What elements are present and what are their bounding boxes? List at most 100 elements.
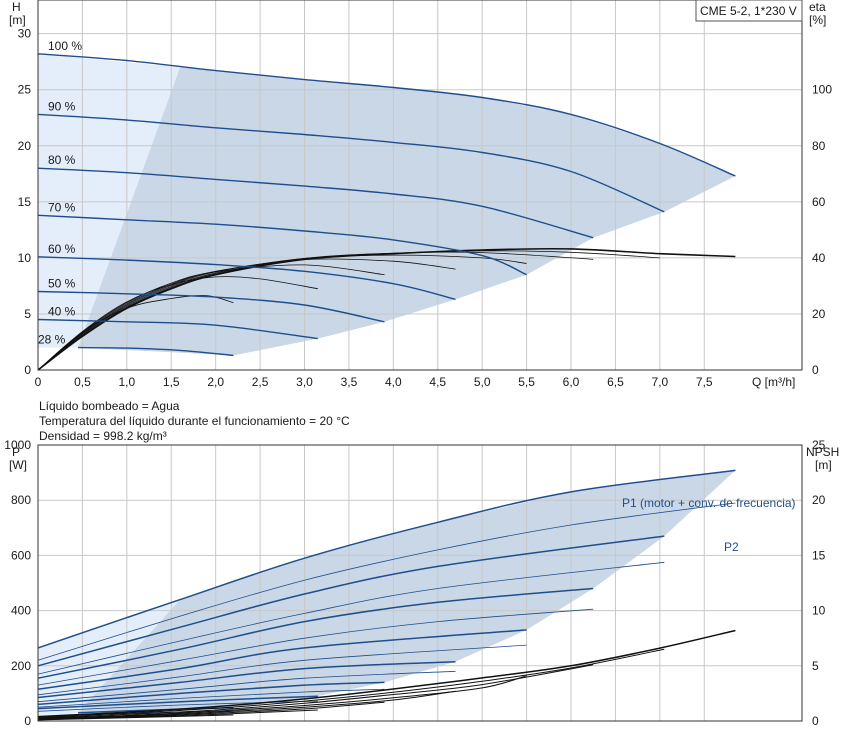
p2-curve xyxy=(37,608,594,686)
top-x-tick-label: 1,5 xyxy=(163,375,180,389)
p1-curve xyxy=(37,695,318,710)
head-curve xyxy=(37,167,594,239)
top-ylabel: H xyxy=(12,0,21,14)
npsh-curve xyxy=(37,648,665,718)
p1-curve xyxy=(37,469,736,649)
bottom-y2-tick-label: 0 xyxy=(812,714,819,728)
head-curve-label: 60 % xyxy=(48,242,76,256)
top-x-tick-labels: 0 0,5 1,0 1,5 2,0 2,5 3,0 3,5 4,0 4,5 5,0 5,5 6,0 6,5… xyxy=(35,375,713,389)
top-y-tick-label: 5 xyxy=(24,307,31,321)
bottom-y2-tick-label: 20 xyxy=(812,493,826,507)
top-y2-tick-labels: 0 20 40 60 80 100 xyxy=(812,83,832,377)
npsh-curve xyxy=(37,629,736,718)
head-curve-label: 90 % xyxy=(48,99,76,113)
bottom-npsh-curves xyxy=(37,629,736,721)
top-chart: 0 0,5 1,0 1,5 2,0 2,5 3,0 3,5 4,0 4,5 5,0 5,5 6,0 6,5… xyxy=(9,0,832,389)
p2-curve xyxy=(37,561,665,675)
bottom-ylabel-unit: [W] xyxy=(9,458,27,472)
bottom-y-tick-label: 600 xyxy=(11,548,31,562)
bottom-plot-frame xyxy=(37,444,803,722)
bottom-y-tick-label: 1000 xyxy=(4,438,31,452)
top-x-tick-label: 3,5 xyxy=(341,375,358,389)
top-y2-tick-label: 80 xyxy=(812,139,826,153)
top-plot-frame xyxy=(37,0,803,371)
top-x-tick-label: 0,5 xyxy=(74,375,91,389)
top-x-tick-label: 7,5 xyxy=(696,375,713,389)
top-y2-tick-label: 20 xyxy=(812,307,826,321)
top-y-tick-label: 20 xyxy=(18,139,32,153)
bottom-y-tick-label: 200 xyxy=(11,659,31,673)
top-y-tick-label: 0 xyxy=(24,363,31,377)
top-x-tick-label: 7,0 xyxy=(652,375,669,389)
note-density: Densidad = 998.2 kg/m³ xyxy=(39,429,167,443)
top-x-tick-label: 6,5 xyxy=(607,375,624,389)
top-x-tick-label: 5,5 xyxy=(518,375,535,389)
bottom-y-tick-labels: 0 200 400 600 800 1000 xyxy=(4,438,31,728)
top-dark-area xyxy=(77,67,736,356)
top-y-tick-label: 10 xyxy=(18,251,32,265)
top-y-tick-label: 15 xyxy=(18,195,32,209)
p1-annotation: P1 (motor + conv. de frecuencia) xyxy=(622,496,796,510)
bottom-y2-tick-label: 10 xyxy=(812,604,826,618)
top-y2-tick-label: 100 xyxy=(812,83,832,97)
top-x-tick-label: 6,0 xyxy=(563,375,580,389)
p2-curve xyxy=(37,502,736,661)
head-curve-label: 70 % xyxy=(48,200,76,214)
p2-curve xyxy=(37,644,527,696)
bottom-y2label: NPSH xyxy=(806,445,839,459)
bottom-y-tick-label: 800 xyxy=(11,493,31,507)
efficiency-curve xyxy=(37,251,594,371)
p2-annotation: P2 xyxy=(724,540,739,554)
top-operating-area xyxy=(38,53,736,356)
top-y2-tick-label: 60 xyxy=(812,195,826,209)
top-y-tick-label: 30 xyxy=(18,27,32,41)
top-y2label: eta xyxy=(809,0,826,14)
head-curve xyxy=(37,53,736,177)
head-curve xyxy=(77,346,234,357)
top-y2-tick-label: 0 xyxy=(812,363,819,377)
npsh-curve xyxy=(37,714,234,721)
fluid-notes: Líquido bombeado = Agua Temperatura del … xyxy=(39,399,350,443)
npsh-curve xyxy=(37,690,456,720)
p1-curve xyxy=(37,660,456,699)
efficiency-curve xyxy=(37,295,234,371)
bottom-y-tick-label: 400 xyxy=(11,604,31,618)
top-xlabel: Q [m³/h] xyxy=(752,375,795,389)
top-x-tick-label: 3,0 xyxy=(296,375,313,389)
top-x-tick-label: 2,0 xyxy=(207,375,224,389)
head-curve xyxy=(37,256,456,301)
head-curve-label: 28 % xyxy=(38,333,66,347)
head-curve-label: 50 % xyxy=(48,277,76,291)
top-x-tick-label: 4,5 xyxy=(429,375,446,389)
bottom-y-tick-label: 0 xyxy=(24,714,31,728)
note-liquid: Líquido bombeado = Agua xyxy=(39,399,180,413)
bottom-y2-tick-labels: 0 5 10 15 20 25 xyxy=(812,438,826,728)
bottom-ylabel: P xyxy=(12,445,20,459)
model-label: CME 5-2, 1*230 V xyxy=(700,4,797,18)
head-curve xyxy=(37,318,318,340)
efficiency-curve xyxy=(37,276,318,371)
p1-curve xyxy=(37,535,665,667)
top-x-tick-label: 1,0 xyxy=(118,375,135,389)
npsh-curve xyxy=(37,664,594,719)
top-y2-tick-label: 40 xyxy=(812,251,826,265)
head-curve xyxy=(37,214,527,276)
top-ylabel-unit: [m] xyxy=(9,13,26,27)
top-x-tick-label: 5,0 xyxy=(474,375,491,389)
note-temperature: Temperatura del líquido durante el funci… xyxy=(39,414,350,428)
top-x-tick-label: 2,5 xyxy=(252,375,269,389)
head-curve-label: 80 % xyxy=(48,153,76,167)
top-light-area xyxy=(38,53,181,348)
head-curve-label: 40 % xyxy=(48,305,76,319)
top-series-labels: 100 % 90 % 80 % 70 % 60 % 50 % 40 % 28 % xyxy=(38,39,82,347)
top-y-tick-labels: 0 5 10 15 20 25 30 xyxy=(18,27,32,377)
p1-curve xyxy=(37,587,594,679)
bottom-y2-tick-label: 5 xyxy=(812,659,819,673)
top-y2label-unit: [%] xyxy=(809,13,826,27)
head-curve xyxy=(37,290,385,323)
bottom-y2-tick-label: 15 xyxy=(812,548,826,562)
top-efficiency-curves xyxy=(37,247,736,371)
p1-curve xyxy=(37,681,385,706)
head-curve xyxy=(37,113,665,213)
